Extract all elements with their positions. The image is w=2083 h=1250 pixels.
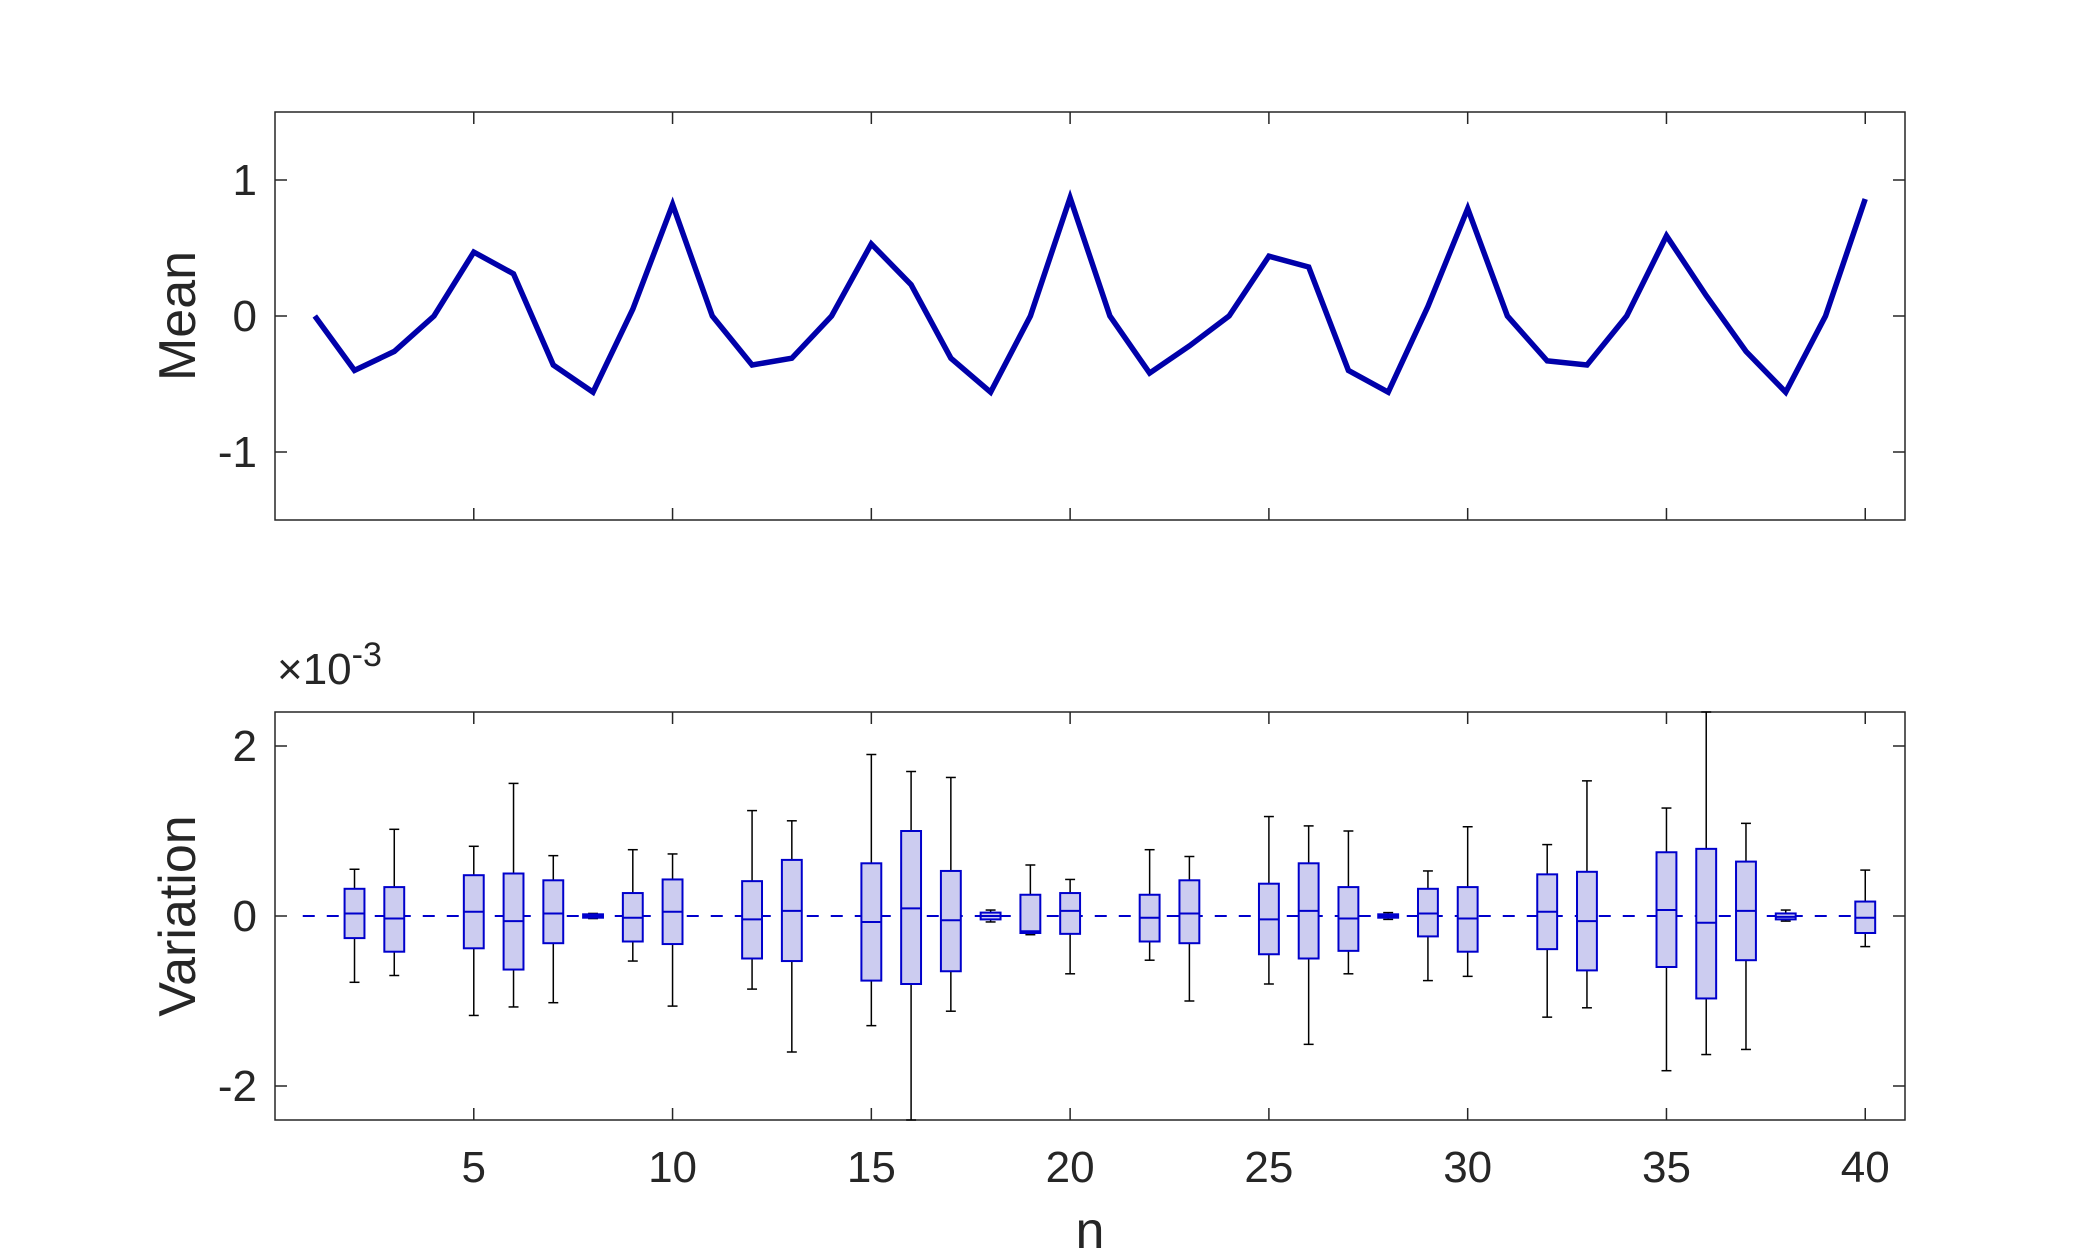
variation-axes-frame xyxy=(274,711,1906,1121)
variation-box-n20 xyxy=(1059,878,1082,975)
variation-box-n16 xyxy=(900,770,923,1121)
variation-box-n23 xyxy=(1178,855,1201,1002)
variation-xtick-label: 15 xyxy=(847,1143,896,1192)
box-body xyxy=(1178,879,1201,945)
variation-exponent-power: -3 xyxy=(352,636,382,674)
variation-box-n38 xyxy=(1774,909,1797,922)
box-body xyxy=(542,879,565,945)
mean-ylabel: Mean xyxy=(149,251,207,381)
box-body xyxy=(1019,893,1042,934)
variation-box-n5 xyxy=(462,845,485,1017)
variation-box-n28 xyxy=(1377,911,1400,921)
variation-xtick-label: 40 xyxy=(1841,1143,1890,1192)
variation-box-n19 xyxy=(1019,864,1042,936)
variation-box-n2 xyxy=(343,868,366,984)
variation-box-n6 xyxy=(502,782,525,1008)
mean-ytick-label: 1 xyxy=(233,156,257,205)
variation-box-n33 xyxy=(1576,780,1598,1009)
variation-box-n27 xyxy=(1337,830,1360,975)
variation-xtick-label: 20 xyxy=(1046,1143,1095,1192)
variation-xtick-label: 30 xyxy=(1443,1143,1492,1192)
variation-exponent-label: ×10-3 xyxy=(277,636,382,694)
variation-box-n35 xyxy=(1655,807,1678,1072)
variation-box-n10 xyxy=(661,853,684,1007)
variation-box-n30 xyxy=(1456,826,1479,978)
variation-ytick-label: 2 xyxy=(233,722,257,771)
mean-ytick-label: 0 xyxy=(233,292,257,341)
variation-xtick-label: 25 xyxy=(1244,1143,1293,1192)
variation-box-n18 xyxy=(979,909,1002,923)
variation-box-n32 xyxy=(1536,843,1559,1018)
variation-box-n36 xyxy=(1695,711,1718,1056)
variation-box-n9 xyxy=(621,848,644,962)
variation-box-n26 xyxy=(1297,825,1320,1046)
variation-box-n25 xyxy=(1257,815,1280,985)
variation-plot: -2 0 2 Variation 5 10 15 20 25 30 35 40 n ×10-3 xyxy=(149,636,1906,1250)
mean-axes-frame xyxy=(274,111,1906,521)
variation-ytick-label: 0 xyxy=(233,892,257,941)
variation-box-n40 xyxy=(1854,869,1877,948)
variation-ylabel: Variation xyxy=(149,815,207,1016)
variation-box-n22 xyxy=(1138,848,1161,961)
mean-series-line xyxy=(312,189,1868,397)
variation-box-n12 xyxy=(741,809,764,990)
variation-box-n15 xyxy=(860,753,883,1027)
variation-box-n37 xyxy=(1735,822,1757,1051)
variation-box-n17 xyxy=(939,776,962,1012)
variation-box-n13 xyxy=(780,820,803,1053)
variation-xtick-label: 5 xyxy=(462,1143,486,1192)
variation-box-n8 xyxy=(582,912,604,920)
variation-box-n29 xyxy=(1416,870,1439,982)
box-body xyxy=(1059,892,1082,935)
variation-box-n7 xyxy=(542,854,565,1004)
variation-xtick-label: 35 xyxy=(1642,1143,1691,1192)
mean-ytick-label: -1 xyxy=(218,428,257,477)
variation-ytick-label: -2 xyxy=(218,1062,257,1111)
variation-xlabel: n xyxy=(1076,1202,1105,1250)
variation-xtick-label: 10 xyxy=(648,1143,697,1192)
mean-plot: -1 0 1 Mean xyxy=(149,111,1906,521)
variation-box-n3 xyxy=(383,828,406,977)
